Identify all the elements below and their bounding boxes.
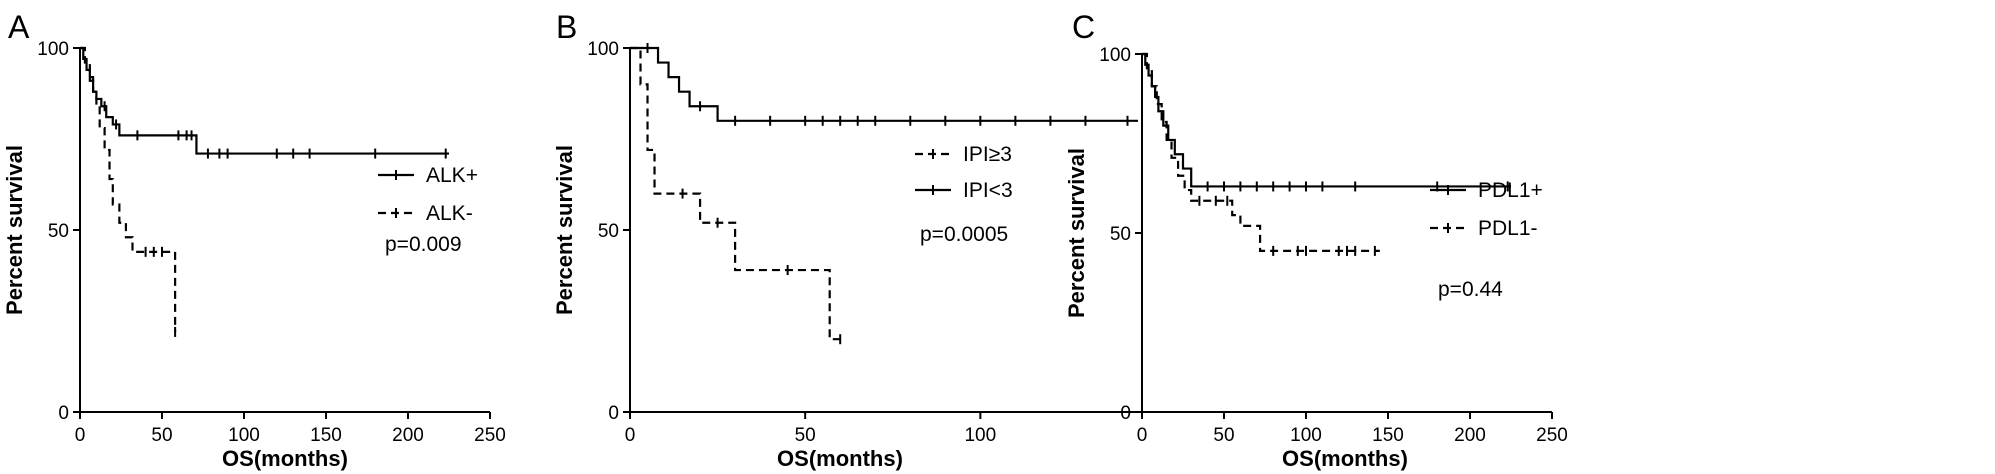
- survival-curve-solid: [1142, 52, 1511, 188]
- survival-curve-dashed: [1142, 52, 1380, 252]
- y-tick-label: 100: [37, 39, 69, 60]
- x-tick-label: 150: [1372, 425, 1404, 446]
- panel-label: C: [1072, 9, 1095, 45]
- legend-label: IPI≥3: [963, 143, 1012, 166]
- y-axis-title: Percent survival: [552, 145, 577, 315]
- legend-label: PDL1-: [1478, 217, 1538, 240]
- p-value-annotation: p=0.009: [385, 233, 462, 256]
- legend-label: ALK-: [426, 202, 473, 225]
- panel-label: A: [8, 9, 30, 45]
- x-axis-title: OS(months): [777, 446, 903, 471]
- x-tick-label: 200: [392, 425, 424, 446]
- x-tick-label: 200: [1454, 425, 1486, 446]
- survival-curve-solid: [80, 46, 449, 155]
- x-tick-label: 0: [625, 425, 636, 446]
- y-tick-label: 50: [48, 221, 69, 242]
- survival-curve-solid: [630, 46, 1138, 122]
- x-tick-label: 100: [964, 425, 996, 446]
- y-axis-title: Percent survival: [2, 145, 27, 315]
- legend-label: IPI<3: [963, 179, 1013, 202]
- y-tick-label: 100: [587, 39, 619, 60]
- x-tick-label: 250: [1536, 425, 1568, 446]
- y-tick-label: 0: [58, 403, 69, 424]
- p-value-annotation: p=0.0005: [920, 223, 1008, 246]
- legend-label: PDL1+: [1478, 179, 1543, 202]
- x-tick-label: 50: [151, 425, 172, 446]
- x-axis-title: OS(months): [222, 446, 348, 471]
- panel-label: B: [556, 9, 577, 45]
- legend-label: ALK+: [426, 164, 478, 187]
- y-tick-label: 0: [608, 403, 619, 424]
- x-axis-title: OS(months): [1282, 446, 1408, 471]
- x-tick-label: 100: [228, 425, 260, 446]
- x-tick-label: 150: [310, 425, 342, 446]
- x-tick-label: 0: [1137, 425, 1148, 446]
- x-tick-label: 0: [75, 425, 86, 446]
- x-tick-label: 50: [795, 425, 816, 446]
- y-tick-label: 50: [598, 221, 619, 242]
- x-tick-label: 100: [1290, 425, 1322, 446]
- p-value-annotation: p=0.44: [1438, 278, 1503, 301]
- y-tick-label: 0: [1120, 403, 1131, 424]
- x-tick-label: 50: [1213, 425, 1234, 446]
- y-axis-title: Percent survival: [1064, 148, 1089, 318]
- y-tick-label: 100: [1099, 45, 1131, 66]
- survival-curve-dashed: [630, 46, 841, 341]
- survival-curve-dashed: [80, 46, 177, 332]
- x-tick-label: 250: [474, 425, 506, 446]
- y-tick-label: 50: [1110, 224, 1131, 245]
